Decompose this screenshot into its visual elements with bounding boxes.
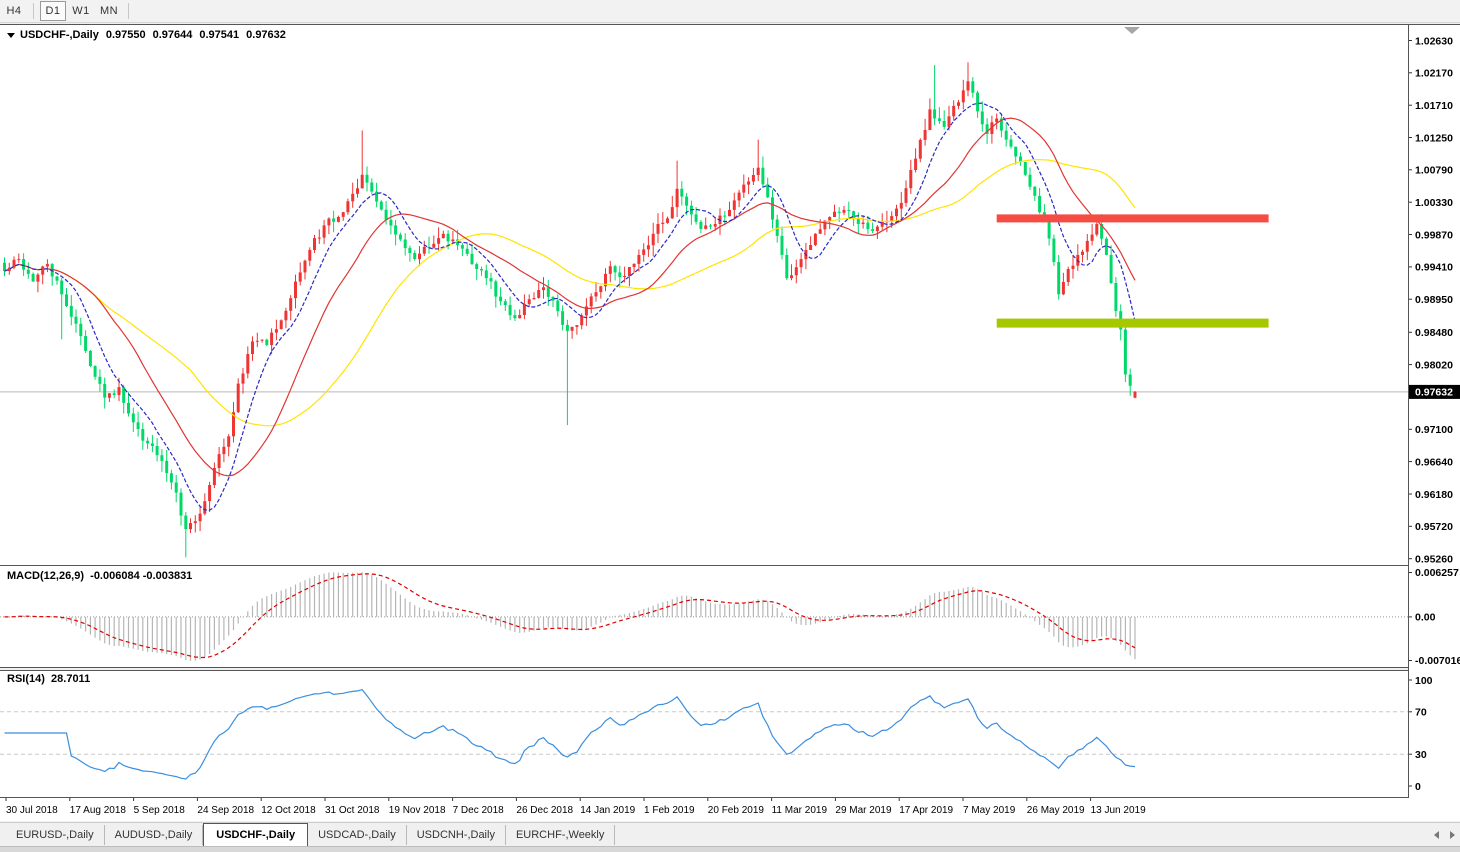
scale-border xyxy=(1408,24,1409,798)
svg-text:0.97100: 0.97100 xyxy=(1415,424,1453,436)
timeframe-toolbar: H4 D1 W1 MN xyxy=(0,0,1460,23)
tab-scroll-left-icon[interactable] xyxy=(1428,826,1444,844)
ohlc-open: 0.97550 xyxy=(105,29,146,41)
date-label: 7 Dec 2018 xyxy=(453,805,505,816)
macd-values: -0.006084 -0.003831 xyxy=(90,570,193,582)
tab-scroll-right-icon[interactable] xyxy=(1444,826,1460,844)
macd-signal-line xyxy=(4,573,1136,659)
date-label: 20 Feb 2019 xyxy=(708,805,765,816)
panel-separator[interactable] xyxy=(0,670,1460,671)
rsi-label: RSI(14) 28.7011 xyxy=(7,673,90,685)
resistance-band[interactable] xyxy=(996,214,1269,223)
tab-eurchf-weekly[interactable]: EURCHF-,Weekly xyxy=(506,825,616,845)
svg-text:0.96640: 0.96640 xyxy=(1415,456,1453,468)
rsi-line xyxy=(4,689,1136,780)
date-label: 14 Jan 2019 xyxy=(580,805,635,816)
support-band[interactable] xyxy=(996,318,1269,328)
date-label: 17 Apr 2019 xyxy=(899,805,953,816)
panel-separator xyxy=(0,797,1460,798)
svg-text:1.00330: 1.00330 xyxy=(1415,197,1453,209)
rsi-name: RSI(14) xyxy=(7,673,45,685)
date-label: 12 Oct 2018 xyxy=(261,805,316,816)
price-scale[interactable]: 1.02630 1.02170 1.01710 1.01250 1.00790 1.003… xyxy=(1408,25,1460,798)
current-price-tag xyxy=(1408,384,1460,399)
svg-text:1.01710: 1.01710 xyxy=(1415,100,1453,112)
svg-text:70: 70 xyxy=(1415,707,1427,719)
rsi-value: 28.7011 xyxy=(51,673,91,685)
svg-text:0.95260: 0.95260 xyxy=(1415,553,1453,565)
timeframe-button-h4[interactable]: H4 xyxy=(6,5,22,17)
date-label: 31 Oct 2018 xyxy=(325,805,380,816)
ohlc-high: 0.97644 xyxy=(152,29,193,41)
panel-separator[interactable] xyxy=(0,667,1460,668)
chart-top-border xyxy=(0,24,1460,25)
svg-text:1.01250: 1.01250 xyxy=(1415,132,1453,144)
macd-indicator-chart[interactable] xyxy=(0,566,1408,667)
tab-eurusd-daily[interactable]: EURUSD-,Daily xyxy=(6,825,105,845)
svg-text:0.98950: 0.98950 xyxy=(1415,294,1453,306)
svg-text:0.97632: 0.97632 xyxy=(1415,387,1453,399)
tab-usdchf-daily[interactable]: USDCHF-,Daily xyxy=(203,823,309,846)
toolbar-separator xyxy=(128,3,129,19)
rsi-indicator-chart[interactable] xyxy=(0,671,1408,797)
tab-audusd-daily[interactable]: AUDUSD-,Daily xyxy=(105,825,204,845)
date-label: 26 Dec 2018 xyxy=(516,805,573,816)
date-label: 5 Sep 2018 xyxy=(134,805,186,816)
svg-text:0.00: 0.00 xyxy=(1415,611,1436,623)
svg-text:0: 0 xyxy=(1415,781,1421,793)
timeframe-button-mn[interactable]: MN xyxy=(99,5,119,17)
svg-text:0.006257: 0.006257 xyxy=(1415,567,1459,579)
date-label: 26 May 2019 xyxy=(1027,805,1085,816)
date-label: 13 Jun 2019 xyxy=(1091,805,1146,816)
date-label: 7 May 2019 xyxy=(963,805,1016,816)
time-scale[interactable]: 30 Jul 2018 17 Aug 2018 5 Sep 2018 24 Sep 2… xyxy=(0,798,1460,821)
date-label: 29 Mar 2019 xyxy=(835,805,892,816)
tab-usdcnh-daily[interactable]: USDCNH-,Daily xyxy=(407,825,506,845)
chart-shift-marker-icon[interactable] xyxy=(1124,27,1140,34)
tab-usdcad-daily[interactable]: USDCAD-,Daily xyxy=(308,825,407,845)
svg-text:-0.007016: -0.007016 xyxy=(1415,655,1460,667)
toolbar-separator xyxy=(33,3,34,19)
tabbar-spacer xyxy=(615,825,1428,845)
date-label: 24 Sep 2018 xyxy=(197,805,254,816)
window-bottom-strip xyxy=(0,846,1460,852)
svg-text:1.00790: 1.00790 xyxy=(1415,165,1453,177)
svg-text:0.98480: 0.98480 xyxy=(1415,327,1453,339)
chart-symbol-label: USDCHF-,Daily xyxy=(20,29,99,41)
timeframe-button-w1[interactable]: W1 xyxy=(72,5,90,17)
ohlc-low: 0.97541 xyxy=(199,29,240,41)
date-label: 17 Aug 2018 xyxy=(70,805,127,816)
svg-text:0.96180: 0.96180 xyxy=(1415,489,1453,501)
svg-text:1.02630: 1.02630 xyxy=(1415,35,1453,47)
svg-text:100: 100 xyxy=(1415,675,1433,687)
moving-average-8 xyxy=(4,102,1136,511)
main-price-chart[interactable] xyxy=(0,25,1408,565)
panel-separator[interactable] xyxy=(0,565,1460,566)
svg-text:0.98020: 0.98020 xyxy=(1415,359,1453,371)
date-label: 30 Jul 2018 xyxy=(6,805,58,816)
macd-name: MACD(12,26,9) xyxy=(7,570,85,582)
macd-label: MACD(12,26,9) -0.006084 -0.003831 xyxy=(7,570,192,582)
date-label: 1 Feb 2019 xyxy=(644,805,695,816)
chart-title: USDCHF-,Daily 0.97550 0.97644 0.97541 0.… xyxy=(7,29,286,41)
moving-average-20 xyxy=(4,117,1136,477)
date-label: 19 Nov 2018 xyxy=(389,805,446,816)
date-label: 11 Mar 2019 xyxy=(772,805,828,816)
chart-tab-bar: EURUSD-,Daily AUDUSD-,Daily USDCHF-,Dail… xyxy=(0,822,1460,846)
svg-text:30: 30 xyxy=(1415,749,1427,761)
dropdown-arrow-icon[interactable] xyxy=(7,32,15,38)
svg-text:0.95720: 0.95720 xyxy=(1415,521,1453,533)
ohlc-close: 0.97632 xyxy=(246,29,286,41)
svg-text:0.99410: 0.99410 xyxy=(1415,262,1453,274)
svg-text:1.02170: 1.02170 xyxy=(1415,68,1453,80)
svg-text:0.99870: 0.99870 xyxy=(1415,229,1453,241)
timeframe-button-d1[interactable]: D1 xyxy=(40,1,66,21)
moving-average-40 xyxy=(4,159,1136,427)
